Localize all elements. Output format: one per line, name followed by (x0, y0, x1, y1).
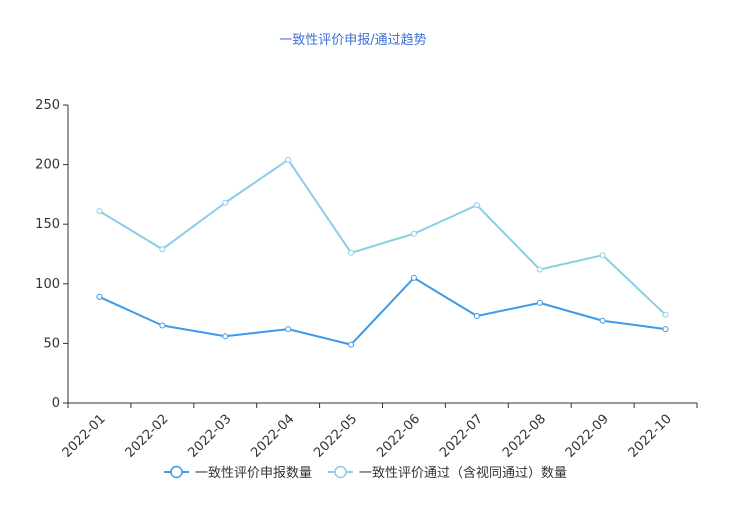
data-point[interactable] (599, 317, 606, 324)
x-tick-label: 2022-03 (185, 412, 234, 461)
legend[interactable]: 一致性评价申报数量 一致性评价通过（含视同通过）数量 (164, 465, 567, 481)
series-line-2 (98, 158, 667, 316)
series-lines (96, 156, 669, 348)
chart-title: 一致性评价申报/通过趋势 (279, 32, 426, 48)
legend-marker (170, 465, 183, 479)
data-point[interactable] (222, 333, 229, 340)
data-point[interactable] (285, 326, 292, 333)
data-point[interactable] (410, 230, 417, 237)
x-tick-label: 2022-07 (437, 412, 486, 461)
data-point[interactable] (348, 249, 355, 256)
y-tick-label: 100 (35, 277, 60, 292)
data-point[interactable] (473, 202, 480, 209)
data-point[interactable] (348, 341, 355, 348)
y-tick-label: 50 (43, 336, 60, 351)
y-tick-label: 200 (35, 158, 60, 173)
y-tick-label: 0 (52, 396, 60, 411)
legend-marker (334, 465, 347, 479)
legend-item-1[interactable]: 一致性评价申报数量 (164, 465, 312, 481)
data-point[interactable] (222, 199, 229, 206)
data-point[interactable] (536, 266, 543, 273)
data-point[interactable] (96, 293, 103, 300)
data-point[interactable] (473, 312, 480, 319)
x-tick-label: 2022-06 (374, 412, 423, 461)
data-point[interactable] (285, 156, 292, 163)
x-tick-label: 2022-05 (311, 412, 360, 461)
data-point[interactable] (662, 326, 669, 333)
y-tick-label: 150 (35, 217, 60, 232)
data-point[interactable] (662, 311, 669, 318)
x-tick-label: 2022-01 (60, 412, 109, 461)
data-point[interactable] (410, 274, 417, 281)
y-tick-label: 250 (35, 98, 60, 113)
y-axis: 0 50 100 150 200 250 (35, 98, 69, 411)
legend-item-2[interactable]: 一致性评价通过（含视同通过）数量 (328, 465, 567, 481)
data-point[interactable] (96, 208, 103, 215)
series-line-1 (99, 276, 666, 346)
data-point[interactable] (159, 246, 166, 253)
legend-label: 一致性评价申报数量 (195, 466, 312, 481)
data-point[interactable] (159, 322, 166, 329)
data-point[interactable] (536, 299, 543, 306)
x-tick-label: 2022-10 (626, 412, 675, 461)
data-point[interactable] (599, 252, 606, 259)
x-tick-label: 2022-02 (123, 412, 172, 461)
x-axis: 2022-01 2022-02 2022-03 2022-04 2022-05 2022-… (60, 402, 698, 461)
x-tick-label: 2022-09 (563, 412, 612, 461)
x-tick-label: 2022-08 (500, 412, 549, 461)
x-tick-label: 2022-04 (248, 412, 297, 461)
legend-label: 一致性评价通过（含视同通过）数量 (359, 465, 567, 481)
